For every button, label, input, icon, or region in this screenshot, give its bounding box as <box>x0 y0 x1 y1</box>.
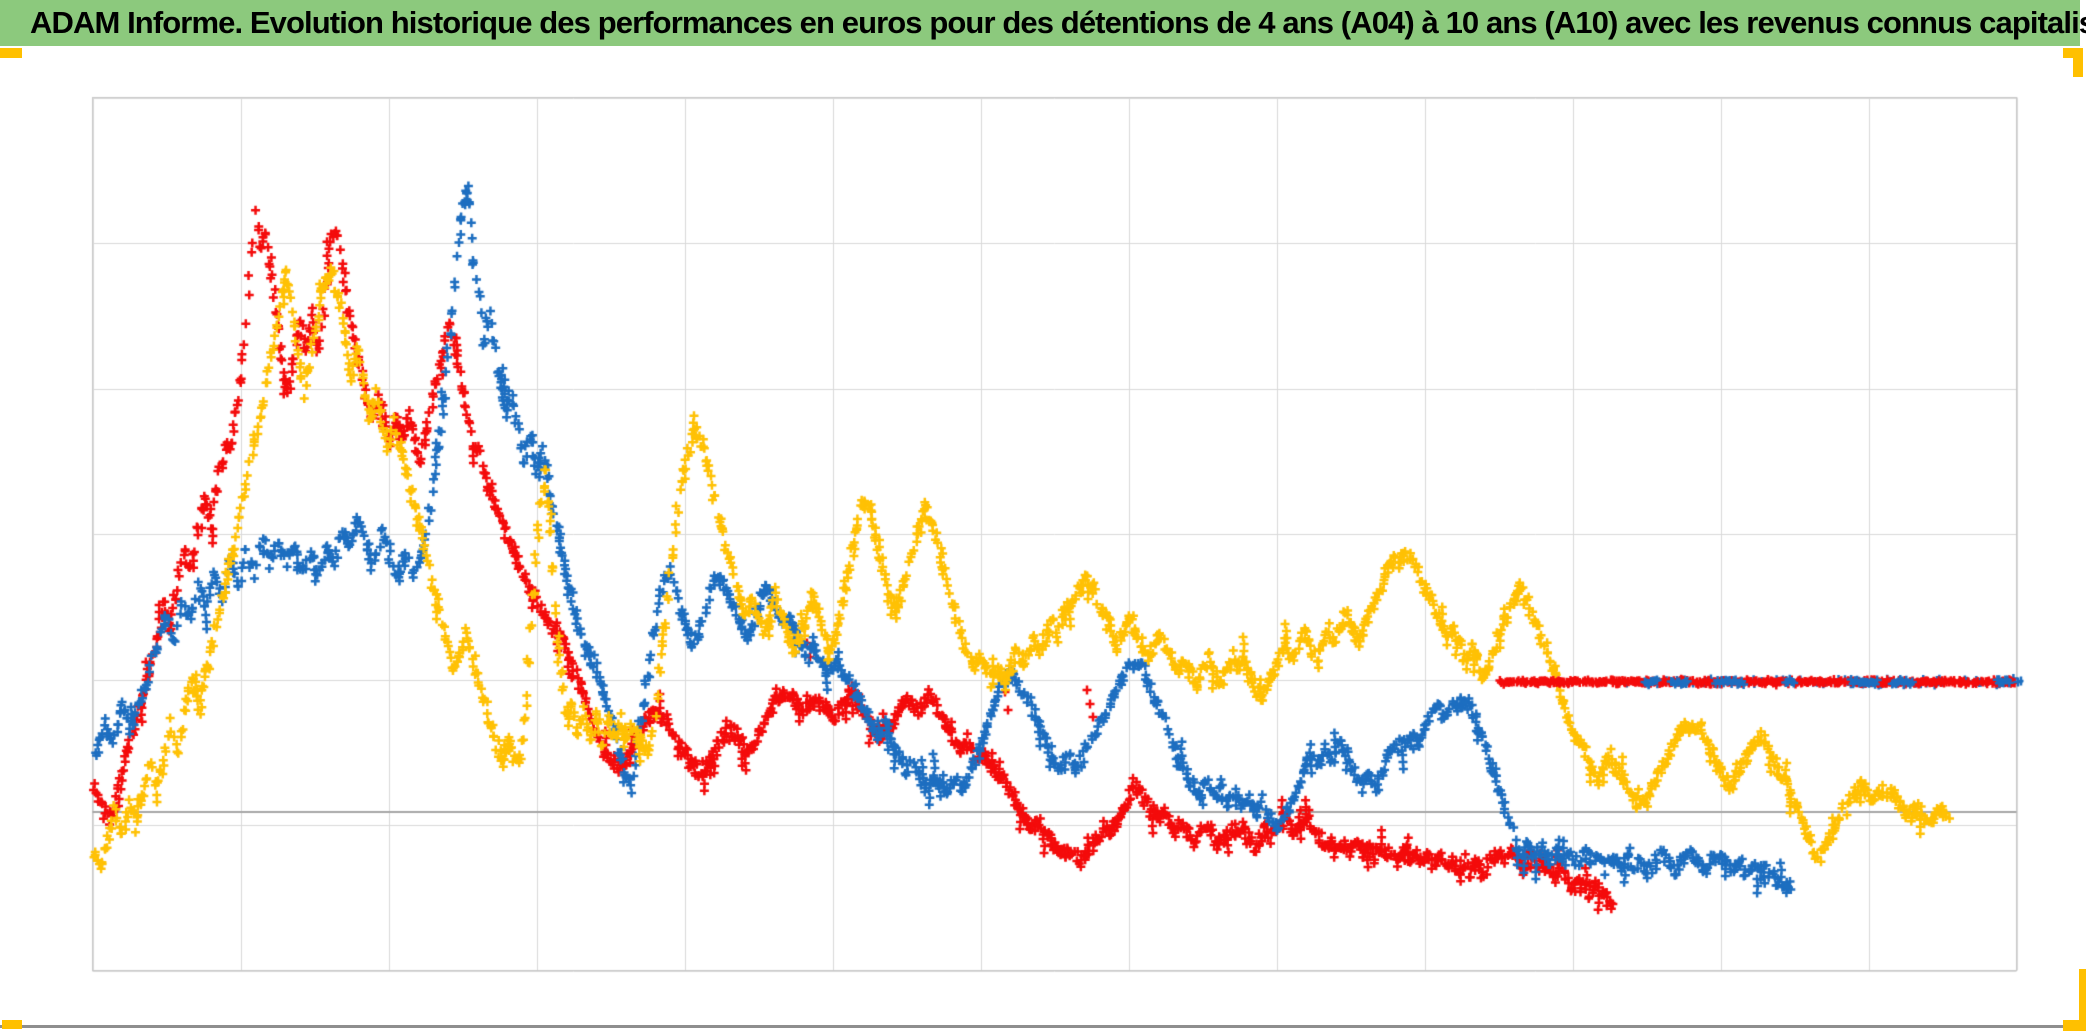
report-title-bar: ADAM Informe. Evolution historique des p… <box>0 0 2086 46</box>
frame-accent-top-left <box>0 48 22 58</box>
frame-accent-bottom-left <box>2 1020 22 1029</box>
page-title: ADAM Informe. Evolution historique des p… <box>30 5 2086 40</box>
bottom-rule <box>0 1025 2064 1028</box>
frame-accent-bottom-right-vertical <box>2079 969 2086 1031</box>
frame-accent-top-right-horizontal <box>2063 48 2083 58</box>
frame-accent-bottom-right-horizontal <box>2063 1020 2086 1031</box>
frame-accent-top-right-vertical <box>2073 58 2083 77</box>
